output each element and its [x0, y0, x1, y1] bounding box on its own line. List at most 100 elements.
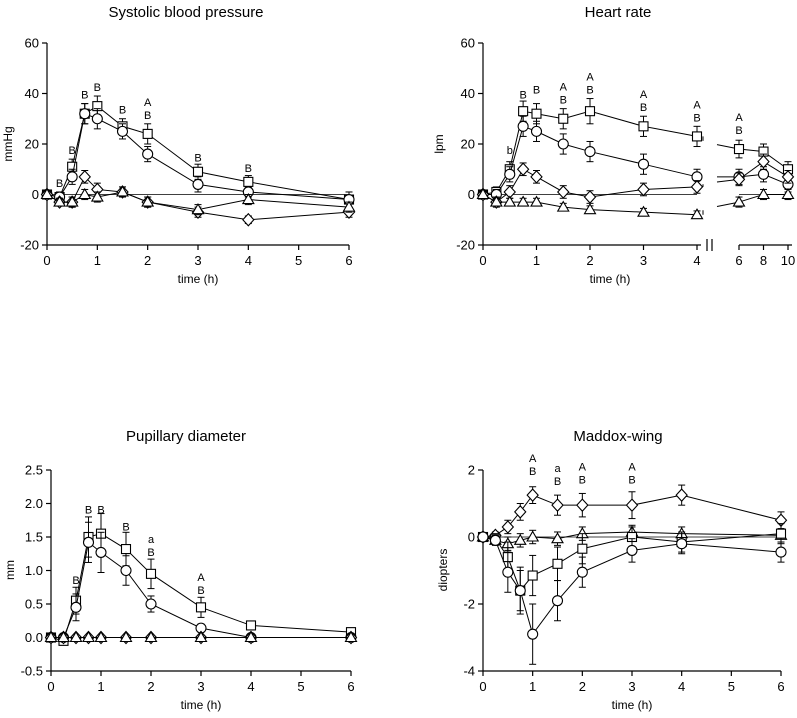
y-tick-label: 0.5: [25, 597, 43, 612]
y-tick-label: 0: [468, 187, 475, 202]
triangle-marker: [144, 630, 158, 643]
diamond-marker: [551, 498, 564, 512]
triangle-marker: [65, 195, 79, 207]
circle-marker: [775, 546, 787, 558]
triangle-marker: [194, 630, 208, 643]
x-tick-label: 2: [147, 679, 154, 694]
significance-letter: A: [628, 461, 636, 473]
y-axis-label: mmHg: [1, 126, 15, 161]
triangle-marker: [57, 630, 70, 643]
triangle-marker: [40, 187, 54, 200]
circle-marker: [79, 108, 91, 120]
significance-letter: B: [72, 575, 79, 587]
series-triangle: [44, 630, 358, 643]
circle-marker: [116, 125, 129, 137]
triangle-marker: [556, 200, 570, 212]
significance-letter: a: [148, 534, 155, 546]
significance-letter: B: [693, 112, 700, 124]
square-marker: [691, 131, 703, 142]
series-triangle: [40, 185, 356, 216]
circle-marker: [551, 595, 564, 607]
y-tick-label: -20: [20, 238, 39, 253]
diamond-marker: [690, 180, 704, 194]
circle-marker: [757, 168, 770, 180]
diamond-marker: [732, 172, 746, 187]
triangle-marker: [116, 185, 129, 197]
x-tick-label: 0: [47, 679, 54, 694]
x-tick-label: 3: [628, 679, 635, 694]
significance-letter: A: [560, 82, 568, 94]
x-axis-label: time (h): [178, 272, 219, 286]
chart-title: Pupillary diameter: [126, 428, 246, 445]
y-tick-label: -0.5: [21, 664, 43, 679]
circle-marker: [70, 601, 82, 613]
triangle-marker: [191, 203, 205, 215]
x-tick-label: 2: [586, 253, 593, 268]
triangle-marker: [781, 187, 795, 200]
y-tick-label: 20: [461, 137, 475, 152]
significance-letter: B: [640, 102, 647, 114]
panel-2: Heart rate time (h) lpm -20 0 20 40 60 0 1 2 3 4 6 8 10…: [432, 4, 795, 286]
square-marker: [531, 108, 542, 119]
series-line: [482, 533, 782, 592]
y-axis-label: mm: [3, 560, 17, 580]
significance-letter: B: [245, 163, 252, 175]
x-axis-label: time (h): [181, 698, 222, 712]
x-tick-label: 6: [347, 679, 354, 694]
x-tick-label: 3: [640, 253, 647, 268]
triangle-marker: [241, 192, 255, 205]
circle-marker: [142, 148, 154, 160]
significance-letter: B: [560, 95, 567, 107]
y-axis-label: lpm: [432, 134, 446, 153]
diamond-marker: [637, 182, 650, 197]
triangle-marker: [637, 205, 650, 217]
y-tick-label: 2.5: [25, 463, 43, 478]
significance-letter: B: [735, 125, 742, 137]
square-marker: [243, 176, 254, 187]
circle-marker: [66, 171, 78, 183]
significance-letter: A: [529, 453, 537, 465]
y-tick-label: 1.5: [25, 530, 43, 545]
chart-title: Maddox-wing: [573, 428, 662, 445]
significance-letter: B: [579, 474, 586, 486]
circle-marker: [530, 125, 543, 137]
square-marker: [195, 602, 207, 613]
panel-1: Systolic blood pressure time (h) mmHg -20 0 2…: [1, 4, 356, 286]
diamond-marker: [583, 190, 597, 204]
y-tick-label: 2.0: [25, 496, 43, 511]
square-marker: [584, 106, 596, 117]
x-tick-label: 6: [345, 253, 352, 268]
triangle-marker: [244, 630, 258, 643]
x-tick-label: 2: [144, 253, 151, 268]
triangle-marker: [90, 190, 104, 202]
circle-marker: [676, 538, 688, 550]
diamond-marker: [530, 170, 543, 184]
triangle-marker: [44, 630, 58, 643]
x-tick-label: 3: [194, 253, 201, 268]
y-tick-label: 40: [461, 86, 475, 101]
diamond-marker: [242, 212, 255, 227]
significance-letter: A: [579, 461, 587, 473]
series-line: [482, 494, 782, 538]
square-marker: [552, 558, 563, 569]
x-tick-label: 1: [94, 253, 101, 268]
significance-letter: B: [554, 476, 561, 488]
x-tick-label: 4: [245, 253, 252, 268]
y-tick-label: 0: [32, 187, 39, 202]
circle-marker: [120, 564, 132, 577]
series-line: [482, 536, 782, 636]
series-line: [51, 541, 351, 638]
circle-marker: [637, 158, 650, 170]
significance-letter: B: [533, 85, 540, 97]
series-line: [50, 533, 352, 642]
series-line: [46, 105, 350, 201]
circle-marker: [557, 138, 569, 150]
y-tick-label: 2: [468, 463, 475, 478]
y-tick-label: 40: [25, 86, 39, 101]
diamond-marker: [625, 498, 639, 512]
significance-letter: B: [194, 153, 201, 165]
circle-marker: [82, 536, 95, 548]
series-line: [46, 113, 350, 201]
significance-letter: B: [56, 178, 63, 190]
